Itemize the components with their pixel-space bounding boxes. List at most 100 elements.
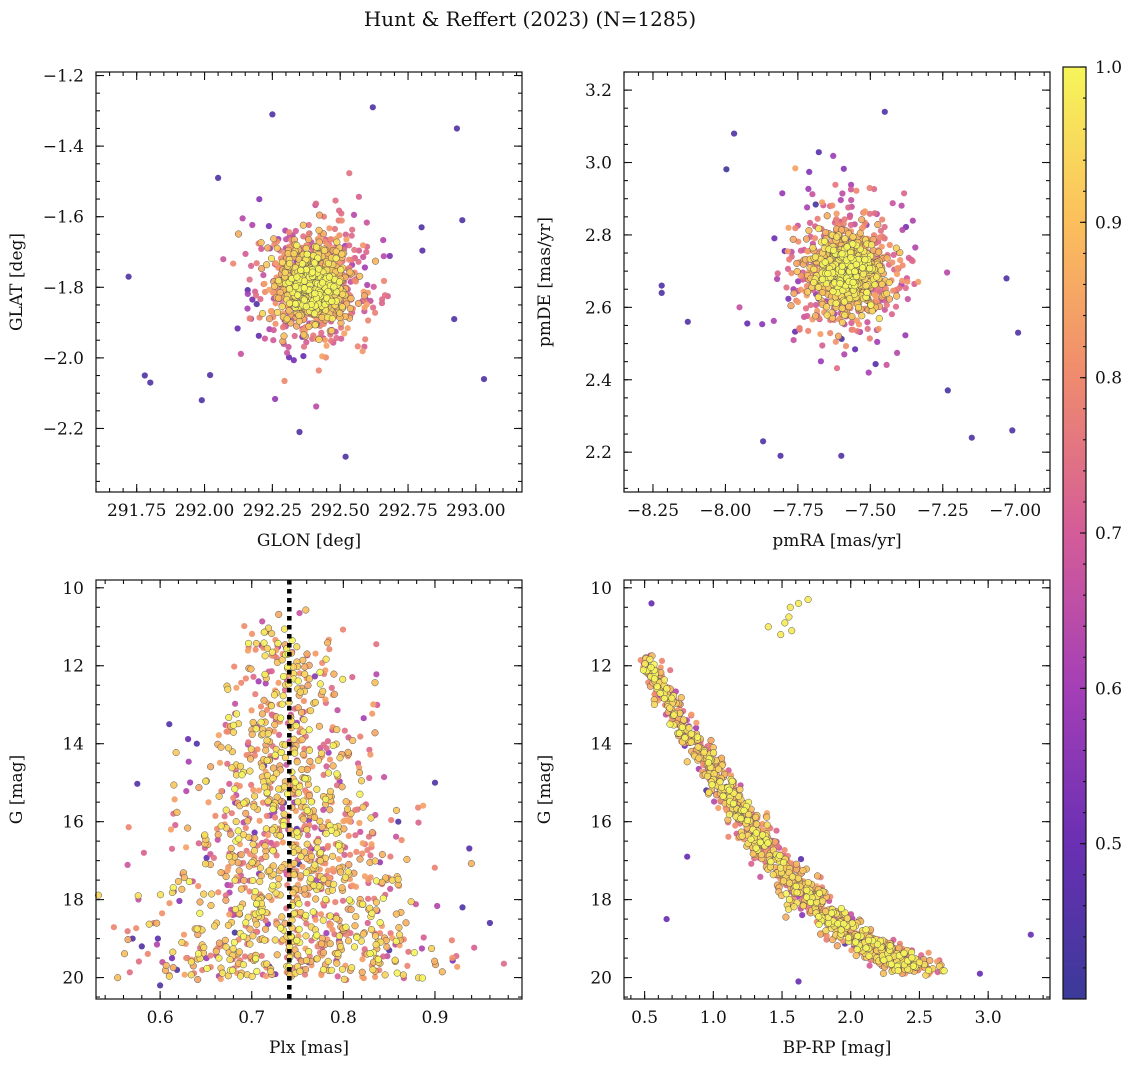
data-point	[823, 212, 831, 220]
data-point	[796, 324, 803, 332]
data-point	[319, 687, 327, 695]
data-point	[805, 327, 812, 334]
data-point	[500, 960, 507, 967]
data-point	[353, 933, 361, 941]
data-point	[305, 726, 313, 734]
data-point	[373, 671, 380, 678]
data-point	[785, 295, 792, 302]
data-point	[356, 855, 364, 863]
data-point	[428, 944, 436, 953]
data-point	[140, 849, 147, 856]
data-point	[757, 873, 764, 881]
data-point	[892, 303, 900, 310]
data-point	[324, 259, 333, 268]
data-point	[802, 305, 810, 312]
data-point	[246, 276, 253, 283]
data-point	[841, 351, 848, 358]
data-point	[300, 815, 308, 823]
data-point	[363, 219, 370, 226]
data-point	[333, 334, 340, 342]
data-point	[307, 852, 316, 861]
data-point	[322, 830, 330, 838]
data-point	[849, 233, 857, 241]
data-point	[299, 221, 307, 229]
data-point	[153, 941, 161, 948]
data-point	[218, 969, 226, 977]
data-point	[240, 799, 248, 807]
data-point	[315, 722, 323, 730]
data-point	[165, 972, 173, 980]
data-point	[874, 338, 881, 345]
data-point	[894, 349, 901, 356]
x-tick-label: −8.25	[627, 501, 679, 521]
data-point	[275, 785, 283, 793]
x-tick-label: 292.25	[243, 501, 302, 521]
data-point	[851, 267, 859, 276]
data-point	[255, 787, 262, 794]
data-point	[262, 925, 270, 933]
data-point	[359, 930, 367, 938]
data-point	[360, 253, 367, 261]
data-point	[268, 648, 276, 656]
data-point	[334, 707, 341, 714]
data-point	[838, 452, 845, 459]
data-point	[124, 936, 132, 944]
data-point	[230, 794, 237, 802]
data-point	[277, 924, 285, 932]
data-point	[207, 372, 214, 379]
data-point	[310, 881, 318, 889]
data-point	[126, 969, 133, 976]
data-point	[324, 957, 332, 965]
x-tick-label: −8.00	[699, 501, 751, 521]
data-point	[222, 806, 230, 814]
data-point	[330, 670, 338, 678]
data-point	[342, 453, 349, 460]
data-point	[298, 736, 306, 744]
data-point	[340, 975, 348, 983]
data-point	[169, 884, 177, 892]
data-point	[185, 736, 192, 743]
data-point	[347, 851, 354, 858]
data-point	[1015, 329, 1022, 336]
data-point	[829, 202, 836, 209]
data-point	[265, 315, 274, 323]
data-point	[250, 803, 258, 811]
data-point	[248, 630, 256, 638]
data-point	[797, 856, 805, 863]
data-point	[301, 670, 309, 678]
y-tick-label: 20	[62, 969, 84, 989]
panel-glon-glat: 291.75 292.00 292.25 292.50 292.75 293.00−2.2…	[7, 67, 523, 551]
panel-proper-motion: −8.25 −8.00 −7.75 −7.50 −7.25 −7.002.22.42.62…	[535, 71, 1051, 551]
data-point	[253, 301, 260, 308]
data-point	[181, 971, 188, 978]
data-point	[290, 735, 298, 743]
data-point	[418, 945, 425, 952]
data-point	[858, 312, 866, 320]
data-point	[658, 282, 665, 289]
data-point	[326, 756, 334, 763]
data-point	[324, 842, 332, 849]
y-tick-label: 16	[62, 813, 84, 833]
data-point	[367, 751, 374, 758]
data-point	[315, 211, 324, 219]
data-point	[329, 852, 337, 860]
data-point	[270, 337, 277, 344]
data-point	[333, 726, 341, 734]
data-point	[172, 749, 180, 757]
data-point	[278, 700, 286, 708]
data-point	[832, 299, 840, 307]
data-point	[817, 331, 824, 338]
data-point	[174, 877, 182, 885]
data-point	[293, 828, 301, 836]
data-point	[300, 716, 308, 724]
data-point	[298, 260, 306, 268]
data-point	[183, 844, 190, 851]
data-point	[167, 826, 175, 833]
data-point	[459, 904, 466, 911]
data-point	[300, 284, 308, 292]
data-point	[305, 746, 314, 754]
data-point	[256, 877, 264, 886]
data-point	[337, 943, 345, 951]
data-point	[252, 954, 260, 962]
